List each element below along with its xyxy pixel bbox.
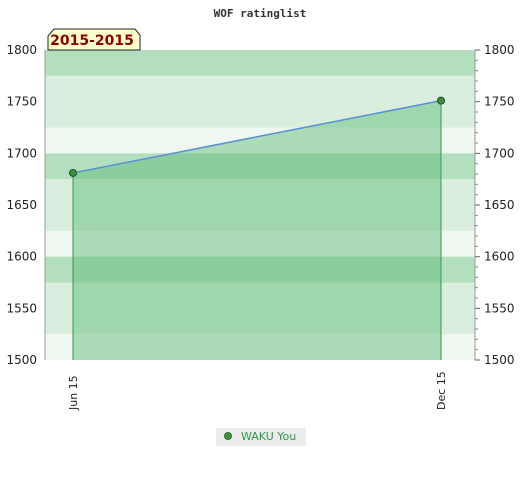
data-point[interactable] — [437, 96, 445, 105]
background-band — [45, 205, 475, 231]
y-tick-label-left: 1600 — [6, 250, 37, 264]
series-line — [72, 99, 442, 174]
background-band — [45, 75, 475, 102]
y-tick-label-right: 1800 — [484, 43, 515, 57]
y-tick-label-left: 1550 — [6, 301, 37, 315]
background-band — [45, 179, 475, 205]
data-point[interactable] — [69, 168, 77, 177]
background-band — [45, 282, 475, 309]
y-tick-label-left: 1750 — [6, 95, 37, 109]
legend-label: WAKU You — [241, 430, 296, 443]
season-badge: 2015-2015 — [47, 28, 141, 51]
background-band — [45, 50, 475, 76]
y-tick-label-right: 1500 — [484, 353, 515, 367]
y-tick-label-right: 1700 — [484, 146, 515, 160]
chart-title: WOF ratinglist — [214, 7, 307, 20]
y-tick-label-left: 1650 — [6, 198, 37, 212]
rating-area — [69, 96, 445, 360]
y-tick-label-right: 1550 — [484, 301, 515, 315]
background-band — [45, 153, 475, 180]
background-band — [45, 334, 475, 360]
background-band — [45, 308, 475, 335]
background-bands — [45, 50, 475, 360]
y-tick-label-right: 1600 — [484, 250, 515, 264]
y-tick-label-left: 1700 — [6, 146, 37, 160]
y-tick-label-right: 1750 — [484, 95, 515, 109]
legend[interactable]: WAKU You — [216, 428, 306, 446]
y-tick-label-right: 1650 — [484, 198, 515, 212]
background-band — [45, 127, 475, 154]
background-band — [45, 230, 475, 257]
background-band — [45, 101, 475, 128]
axes: 1500 1500 1550 1550 1600 1600 1650 1650 1700 1700… — [6, 43, 514, 411]
legend-box — [216, 428, 306, 446]
y-tick-label-left: 1800 — [6, 43, 37, 57]
background-band — [45, 256, 475, 283]
x-tick-label: Jun 15 — [67, 375, 80, 411]
y-tick-label-left: 1500 — [6, 353, 37, 367]
x-tick-label: Dec 15 — [435, 371, 448, 410]
legend-marker — [224, 432, 232, 440]
season-label: 2015-2015 — [50, 33, 134, 49]
series-area — [73, 100, 441, 360]
